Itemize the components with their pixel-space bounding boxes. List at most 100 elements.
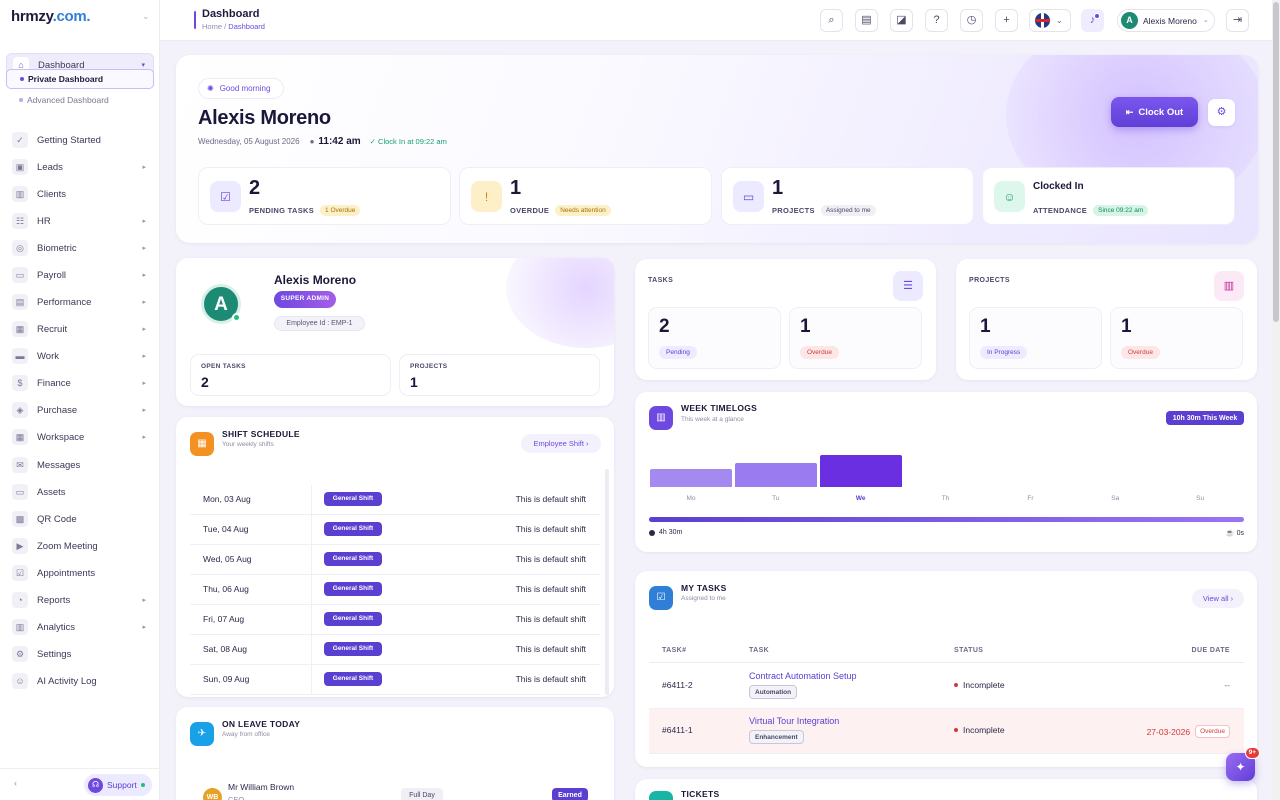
stat-card-pending-tasks[interactable]: ☑ 2 PENDING TASKS 1 Overdue	[198, 167, 451, 225]
projects-tile[interactable]: PROJECTS 1	[399, 354, 600, 396]
sticky-note-icon[interactable]: ◪	[890, 9, 913, 32]
sidebar-item-reports[interactable]: ◔ Reports ▸	[6, 588, 154, 612]
sidebar-subitem-label: Advanced Dashboard	[27, 95, 109, 105]
sidebar-item-recruit[interactable]: ▦ Recruit ▸	[6, 317, 154, 341]
column-divider	[311, 515, 312, 545]
logout-icon[interactable]: ⇥	[1226, 9, 1249, 32]
pie-icon: ◔	[12, 592, 28, 608]
table-row[interactable]: #6411-1 Virtual Tour Integration Enhanceme…	[649, 709, 1244, 754]
users-icon: ☷	[12, 213, 28, 229]
sidebar-item-performance[interactable]: ▤ Performance ▸	[6, 290, 154, 314]
sidebar-item-appointments[interactable]: ☑ Appointments	[6, 561, 154, 585]
breadcrumb: Home / Dashboard	[202, 22, 265, 31]
task-link[interactable]: Contract Automation Setup	[749, 671, 857, 681]
stat-card-projects[interactable]: ▭ 1 PROJECTS Assigned to me	[721, 167, 974, 225]
add-icon[interactable]: +	[995, 9, 1018, 32]
employee-shift-button[interactable]: Employee Shift ›	[521, 434, 601, 453]
table-row: Sat, 08 Aug General Shift This is default …	[190, 635, 600, 665]
day-bar-tu[interactable]	[734, 463, 817, 487]
support-button[interactable]: ☊ Support	[84, 774, 152, 796]
stat-card-overdue[interactable]: ! 1 OVERDUE Needs attention	[459, 167, 712, 225]
sidebar-item-label: Getting Started	[37, 134, 101, 146]
sidebar-item-finance[interactable]: $ Finance ▸	[6, 371, 154, 395]
sidebar-item-analytics[interactable]: ▥ Analytics ▸	[6, 615, 154, 639]
sidebar-subitem-advanced-dashboard[interactable]: Advanced Dashboard	[6, 90, 154, 110]
stat-label: PROJECTS Assigned to me	[772, 205, 876, 216]
week-bar-chart: Mo Tu We Th Fr Sa Su	[649, 442, 1243, 502]
sidebar-item-settings[interactable]: ⚙ Settings	[6, 642, 154, 666]
sidebar-item-label: Assets	[37, 486, 66, 498]
sidebar-subitem-private-dashboard[interactable]: Private Dashboard	[6, 69, 154, 89]
uk-flag-icon	[1035, 13, 1050, 28]
sidebar-item-leads[interactable]: ▣ Leads ▸	[6, 155, 154, 179]
sidebar-item-assets[interactable]: ▭ Assets	[6, 480, 154, 504]
sidebar-item-ai-activity-log[interactable]: ☺ AI Activity Log	[6, 669, 154, 693]
stat-badge: Assigned to me	[820, 205, 876, 216]
timer-icon[interactable]: ◷	[960, 9, 983, 32]
sidebar-item-hr[interactable]: ☷ HR ▸	[6, 209, 154, 233]
clock-out-label: Clock Out	[1138, 106, 1184, 118]
table-row[interactable]: #6411-2 Contract Automation Setup Automati…	[649, 664, 1244, 709]
day-label: Su	[1196, 495, 1205, 502]
sidebar-item-work[interactable]: ▬ Work ▸	[6, 344, 154, 368]
clock-out-button[interactable]: ⇤ Clock Out	[1111, 97, 1198, 127]
breadcrumb-home[interactable]: Home	[202, 22, 223, 31]
shift-description: This is default shift	[515, 524, 586, 534]
task-link[interactable]: Virtual Tour Integration	[749, 716, 840, 726]
sidebar-item-payroll[interactable]: ▭ Payroll ▸	[6, 263, 154, 287]
task-overdue-tile[interactable]: 1 Overdue	[789, 307, 922, 369]
calendar-icon[interactable]: ▤	[855, 9, 878, 32]
sidebar-item-purchase[interactable]: ◈ Purchase ▸	[6, 398, 154, 422]
week-total-badge: 10h 30m This Week	[1166, 411, 1244, 425]
open-tasks-tile[interactable]: OPEN TASKS 2	[190, 354, 391, 396]
task-due: 27-03-2026 Overdue	[1147, 725, 1230, 738]
column-divider	[311, 545, 312, 575]
ai-assistant-button[interactable]: ✦ 9+	[1226, 747, 1260, 781]
collapse-sidebar-icon[interactable]: ⌄	[142, 11, 150, 21]
chevron-left-icon[interactable]: ‹	[14, 778, 17, 788]
list-icon[interactable]: ☰	[893, 271, 923, 301]
day-bar-mo[interactable]	[650, 469, 732, 487]
day-label: Sa	[1111, 495, 1120, 502]
in-progress-tile[interactable]: 1 In Progress	[969, 307, 1102, 369]
leave-person-name[interactable]: Mr William Brown	[228, 782, 295, 792]
app-logo[interactable]: hrmzy.com.	[11, 8, 91, 25]
notification-bell-icon[interactable]: ♪	[1081, 9, 1104, 32]
open-tasks-value: 2	[201, 374, 209, 390]
page-scrollbar[interactable]	[1272, 0, 1280, 800]
week-timelogs-card: ▥ WEEK TIMELOGS This week at a glance 10…	[635, 392, 1257, 552]
sidebar-item-clients[interactable]: ▥ Clients	[6, 182, 154, 206]
profile-avatar: A	[201, 284, 241, 324]
pending-tile[interactable]: 2 Pending	[648, 307, 781, 369]
current-date: Wednesday, 05 August 2026	[198, 137, 300, 146]
table-row: Thu, 06 Aug General Shift This is default …	[190, 575, 600, 605]
stat-card-attendance[interactable]: ☺ Clocked In ATTENDANCE Since 09:22 am	[982, 167, 1235, 225]
column-divider	[311, 665, 312, 695]
gear-icon[interactable]: ⚙	[1208, 99, 1235, 126]
scrollbar-thumb[interactable]	[1273, 2, 1279, 322]
user-menu[interactable]: A Alexis Moreno ⌄	[1117, 9, 1215, 32]
search-icon[interactable]: ⌕	[820, 9, 843, 32]
sidebar-item-getting-started[interactable]: ✓ Getting Started	[6, 128, 154, 152]
shift-scrollbar[interactable]	[605, 469, 609, 695]
role-badge: SUPER ADMIN	[274, 291, 336, 308]
task-tag: Enhancement	[749, 730, 804, 744]
chevron-icon: ▸	[142, 434, 146, 441]
sidebar-item-qr-code[interactable]: ▩ QR Code	[6, 507, 154, 531]
kanban-icon[interactable]: ▥	[1214, 271, 1244, 301]
sidebar-item-messages[interactable]: ✉ Messages	[6, 453, 154, 477]
sidebar-item-label: Payroll	[37, 269, 67, 281]
day-bar-we[interactable]	[819, 455, 902, 487]
sidebar-item-biometric[interactable]: ◎ Biometric ▸	[6, 236, 154, 260]
day-label: Mo	[686, 495, 696, 502]
sidebar-item-workspace[interactable]: ▦ Workspace ▸	[6, 425, 154, 449]
due-date: 27-03-2026	[1146, 726, 1191, 737]
week-progress-bar	[649, 517, 1244, 522]
language-selector[interactable]: ⌄	[1029, 9, 1071, 32]
project-overdue-tile[interactable]: 1 Overdue	[1110, 307, 1243, 369]
help-icon[interactable]: ?	[925, 9, 948, 32]
shift-badge: General Shift	[324, 522, 382, 536]
sidebar-item-zoom-meeting[interactable]: ▶ Zoom Meeting	[6, 534, 154, 558]
sidebar-footer: ‹ ☊ Support	[0, 768, 160, 800]
view-all-button[interactable]: View all ›	[1192, 589, 1244, 608]
